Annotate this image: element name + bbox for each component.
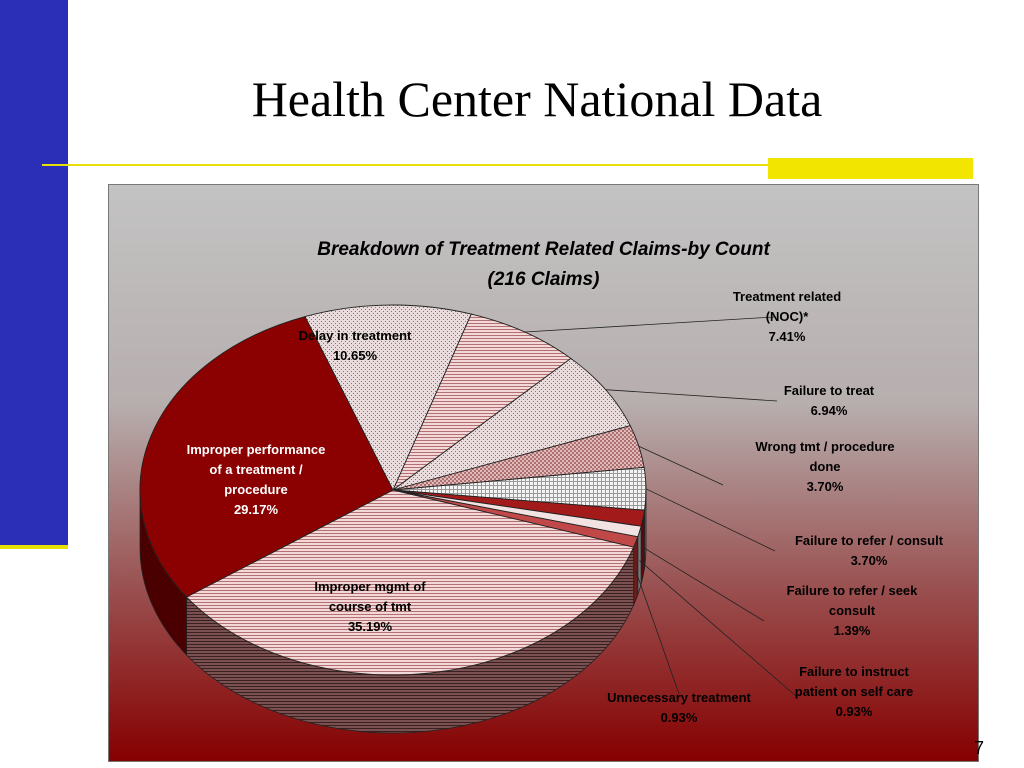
pie-chart: Treatment related (NOC)* 7.41% Failure to t… (139, 289, 944, 734)
chart-subtitle: (216 Claims) (487, 269, 600, 290)
leader-line (645, 488, 776, 552)
chart-frame: Breakdown of Treatment Related Claims-by… (108, 184, 979, 762)
slice-label: Unnecessary treatment 0.93% (607, 690, 751, 725)
slice-label: Failure to refer / consult 3.70% (795, 533, 944, 568)
pie-slice (139, 316, 394, 598)
pie-slice (391, 313, 572, 492)
slide-title: Health Center National Data (251, 71, 823, 127)
title-rule-block (768, 158, 973, 179)
leader-line (605, 389, 778, 402)
side-accent-bar (0, 0, 68, 545)
pie-slice (185, 489, 635, 676)
side-accent-line (0, 545, 68, 549)
pie-slice (304, 304, 472, 492)
leader-line (524, 316, 775, 333)
chart-title-main: Breakdown of Treatment Related Claims-by… (317, 239, 770, 260)
leader-line (638, 445, 724, 486)
leader-line (642, 546, 765, 622)
leader-line (635, 570, 680, 695)
title-rule (42, 164, 770, 166)
slice-label: Wrong tmt / procedure done 3.70% (755, 439, 894, 494)
slice-label: Failure to treat 6.94% (784, 383, 875, 418)
pie-slice-side (633, 536, 639, 606)
slice-label: Improper performance of a treatment / proc… (187, 442, 326, 517)
pie-slice (392, 357, 631, 491)
leader-line (639, 560, 798, 698)
slice-label: Delay in treatment 10.65% (299, 328, 412, 363)
slide-number: 7 (974, 738, 985, 758)
chart-title: Breakdown of Treatment Related Claims-by… (109, 235, 978, 295)
slice-label: Improper mgmt of course of tmt 35.19% (314, 579, 426, 634)
slice-label: Failure to instruct patient on self care 0… (795, 664, 913, 719)
slice-label: Treatment related (NOC)* 7.41% (733, 289, 841, 344)
slice-label: Failure to refer / seek consult 1.39% (787, 583, 919, 638)
